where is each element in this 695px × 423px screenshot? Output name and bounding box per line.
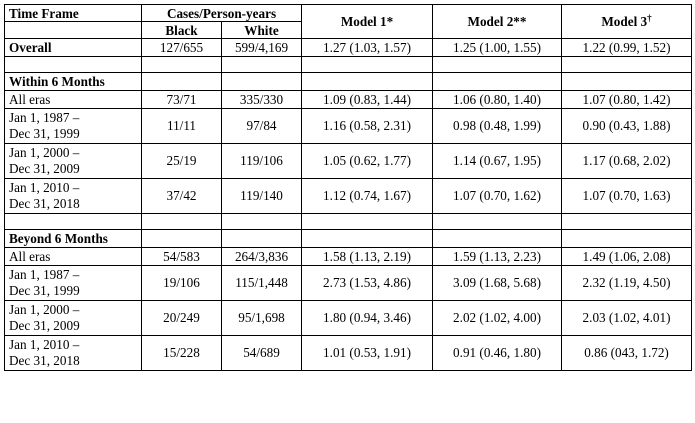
black-cell: 127/655 bbox=[141, 38, 222, 57]
white-cell: 335/330 bbox=[220, 90, 303, 109]
time-frame-header: Time Frame bbox=[4, 4, 142, 22]
white-cell: 264/3,836 bbox=[220, 247, 303, 266]
model1-cell: 1.05 (0.62, 1.77) bbox=[301, 143, 434, 179]
row-label: Jan 1, 1987 – Dec 31, 1999 bbox=[4, 108, 142, 144]
black-cell: 20/249 bbox=[141, 300, 222, 336]
row-label-line1: Jan 1, 2000 – bbox=[9, 145, 80, 160]
table-row: All eras 54/583 264/3,836 1.58 (1.13, 2.… bbox=[4, 247, 693, 266]
model3-header: Model 3† bbox=[561, 4, 693, 39]
table-row: Jan 1, 2000 – Dec 31, 2009 25/19 119/106 … bbox=[4, 143, 693, 179]
model1-header: Model 1* bbox=[301, 4, 434, 39]
section-row-beyond: Beyond 6 Months bbox=[4, 229, 693, 248]
row-label: All eras bbox=[4, 247, 142, 266]
black-cell: 11/11 bbox=[141, 108, 222, 144]
time-frame-header-blank bbox=[4, 21, 142, 39]
model1-cell: 1.58 (1.13, 2.19) bbox=[301, 247, 434, 266]
model1-cell: 1.27 (1.03, 1.57) bbox=[301, 38, 434, 57]
row-label: Jan 1, 2010 – Dec 31, 2018 bbox=[4, 178, 142, 214]
row-label-line1: Jan 1, 1987 – bbox=[9, 110, 80, 125]
row-label-line2: Dec 31, 1999 bbox=[9, 126, 80, 141]
white-cell: 599/4,169 bbox=[220, 38, 303, 57]
model3-cell: 1.07 (0.80, 1.42) bbox=[561, 90, 693, 109]
row-label: Jan 1, 2000 – Dec 31, 2009 bbox=[4, 300, 142, 336]
white-cell: 95/1,698 bbox=[220, 300, 303, 336]
table-row: Jan 1, 2010 – Dec 31, 2018 15/228 54/689 … bbox=[4, 335, 693, 371]
row-label: Jan 1, 2000 – Dec 31, 2009 bbox=[4, 143, 142, 179]
model2-cell: 2.02 (1.02, 4.00) bbox=[432, 300, 563, 336]
black-cell: 19/106 bbox=[141, 265, 222, 301]
white-cell: 119/106 bbox=[220, 143, 303, 179]
black-cell: 15/228 bbox=[141, 335, 222, 371]
black-header: Black bbox=[141, 21, 222, 39]
model2-cell: 3.09 (1.68, 5.68) bbox=[432, 265, 563, 301]
model3-cell: 2.32 (1.19, 4.50) bbox=[561, 265, 693, 301]
model3-cell: 1.22 (0.99, 1.52) bbox=[561, 38, 693, 57]
model1-cell: 1.09 (0.83, 1.44) bbox=[301, 90, 434, 109]
model3-cell: 1.49 (1.06, 2.08) bbox=[561, 247, 693, 266]
section-label: Within 6 Months bbox=[4, 72, 142, 91]
row-label-line2: Dec 31, 2009 bbox=[9, 318, 80, 333]
row-label-line1: Jan 1, 2000 – bbox=[9, 302, 80, 317]
table-row: All eras 73/71 335/330 1.09 (0.83, 1.44)… bbox=[4, 90, 693, 109]
white-cell: 97/84 bbox=[220, 108, 303, 144]
white-cell: 119/140 bbox=[220, 178, 303, 214]
model1-cell: 1.16 (0.58, 2.31) bbox=[301, 108, 434, 144]
section-label: Beyond 6 Months bbox=[4, 229, 142, 248]
black-cell: 73/71 bbox=[141, 90, 222, 109]
model2-cell: 1.06 (0.80, 1.40) bbox=[432, 90, 563, 109]
model2-header: Model 2** bbox=[432, 4, 563, 39]
row-label: All eras bbox=[4, 90, 142, 109]
row-label-line2: Dec 31, 1999 bbox=[9, 283, 80, 298]
row-label: Jan 1, 1987 – Dec 31, 1999 bbox=[4, 265, 142, 301]
model3-dagger: † bbox=[647, 13, 652, 23]
row-label-line2: Dec 31, 2018 bbox=[9, 196, 80, 211]
black-cell: 37/42 bbox=[141, 178, 222, 214]
row-label-line1: Jan 1, 2010 – bbox=[9, 180, 80, 195]
model1-cell: 1.01 (0.53, 1.91) bbox=[301, 335, 434, 371]
cases-person-years-header: Cases/Person-years bbox=[140, 4, 303, 22]
table-row: Jan 1, 1987 – Dec 31, 1999 11/11 97/84 1.… bbox=[4, 108, 693, 144]
black-cell: 25/19 bbox=[141, 143, 222, 179]
white-cell: 115/1,448 bbox=[220, 265, 303, 301]
table-row-overall: Overall 127/655 599/4,169 1.27 (1.03, 1.… bbox=[4, 38, 693, 57]
model2-cell: 1.25 (1.00, 1.55) bbox=[432, 38, 563, 57]
results-table: Time Frame Cases/Person-years Model 1* M… bbox=[4, 4, 693, 371]
model3-cell: 0.90 (0.43, 1.88) bbox=[561, 108, 693, 144]
white-header: White bbox=[220, 21, 303, 39]
model3-cell: 1.07 (0.70, 1.63) bbox=[561, 178, 693, 214]
spacer-row bbox=[4, 56, 693, 73]
section-row-within: Within 6 Months bbox=[4, 72, 693, 91]
table-row: Jan 1, 1987 – Dec 31, 1999 19/106 115/1,4… bbox=[4, 265, 693, 301]
model3-cell: 2.03 (1.02, 4.01) bbox=[561, 300, 693, 336]
model1-cell: 1.12 (0.74, 1.67) bbox=[301, 178, 434, 214]
spacer-row bbox=[4, 213, 693, 230]
model3-label: Model 3 bbox=[601, 14, 648, 29]
model2-cell: 1.14 (0.67, 1.95) bbox=[432, 143, 563, 179]
row-label-line2: Dec 31, 2009 bbox=[9, 161, 80, 176]
model2-cell: 1.59 (1.13, 2.23) bbox=[432, 247, 563, 266]
model3-cell: 1.17 (0.68, 2.02) bbox=[561, 143, 693, 179]
table-row: Jan 1, 2000 – Dec 31, 2009 20/249 95/1,69… bbox=[4, 300, 693, 336]
model2-cell: 1.07 (0.70, 1.62) bbox=[432, 178, 563, 214]
model1-cell: 1.80 (0.94, 3.46) bbox=[301, 300, 434, 336]
black-cell: 54/583 bbox=[141, 247, 222, 266]
row-label: Overall bbox=[4, 38, 142, 57]
row-label-line1: Jan 1, 1987 – bbox=[9, 267, 80, 282]
model1-cell: 2.73 (1.53, 4.86) bbox=[301, 265, 434, 301]
model2-cell: 0.91 (0.46, 1.80) bbox=[432, 335, 563, 371]
row-label-line2: Dec 31, 2018 bbox=[9, 353, 80, 368]
model2-cell: 0.98 (0.48, 1.99) bbox=[432, 108, 563, 144]
row-label: Jan 1, 2010 – Dec 31, 2018 bbox=[4, 335, 142, 371]
row-label-line1: Jan 1, 2010 – bbox=[9, 337, 80, 352]
model3-cell: 0.86 (043, 1.72) bbox=[561, 335, 693, 371]
white-cell: 54/689 bbox=[220, 335, 303, 371]
table-row: Jan 1, 2010 – Dec 31, 2018 37/42 119/140 … bbox=[4, 178, 693, 214]
